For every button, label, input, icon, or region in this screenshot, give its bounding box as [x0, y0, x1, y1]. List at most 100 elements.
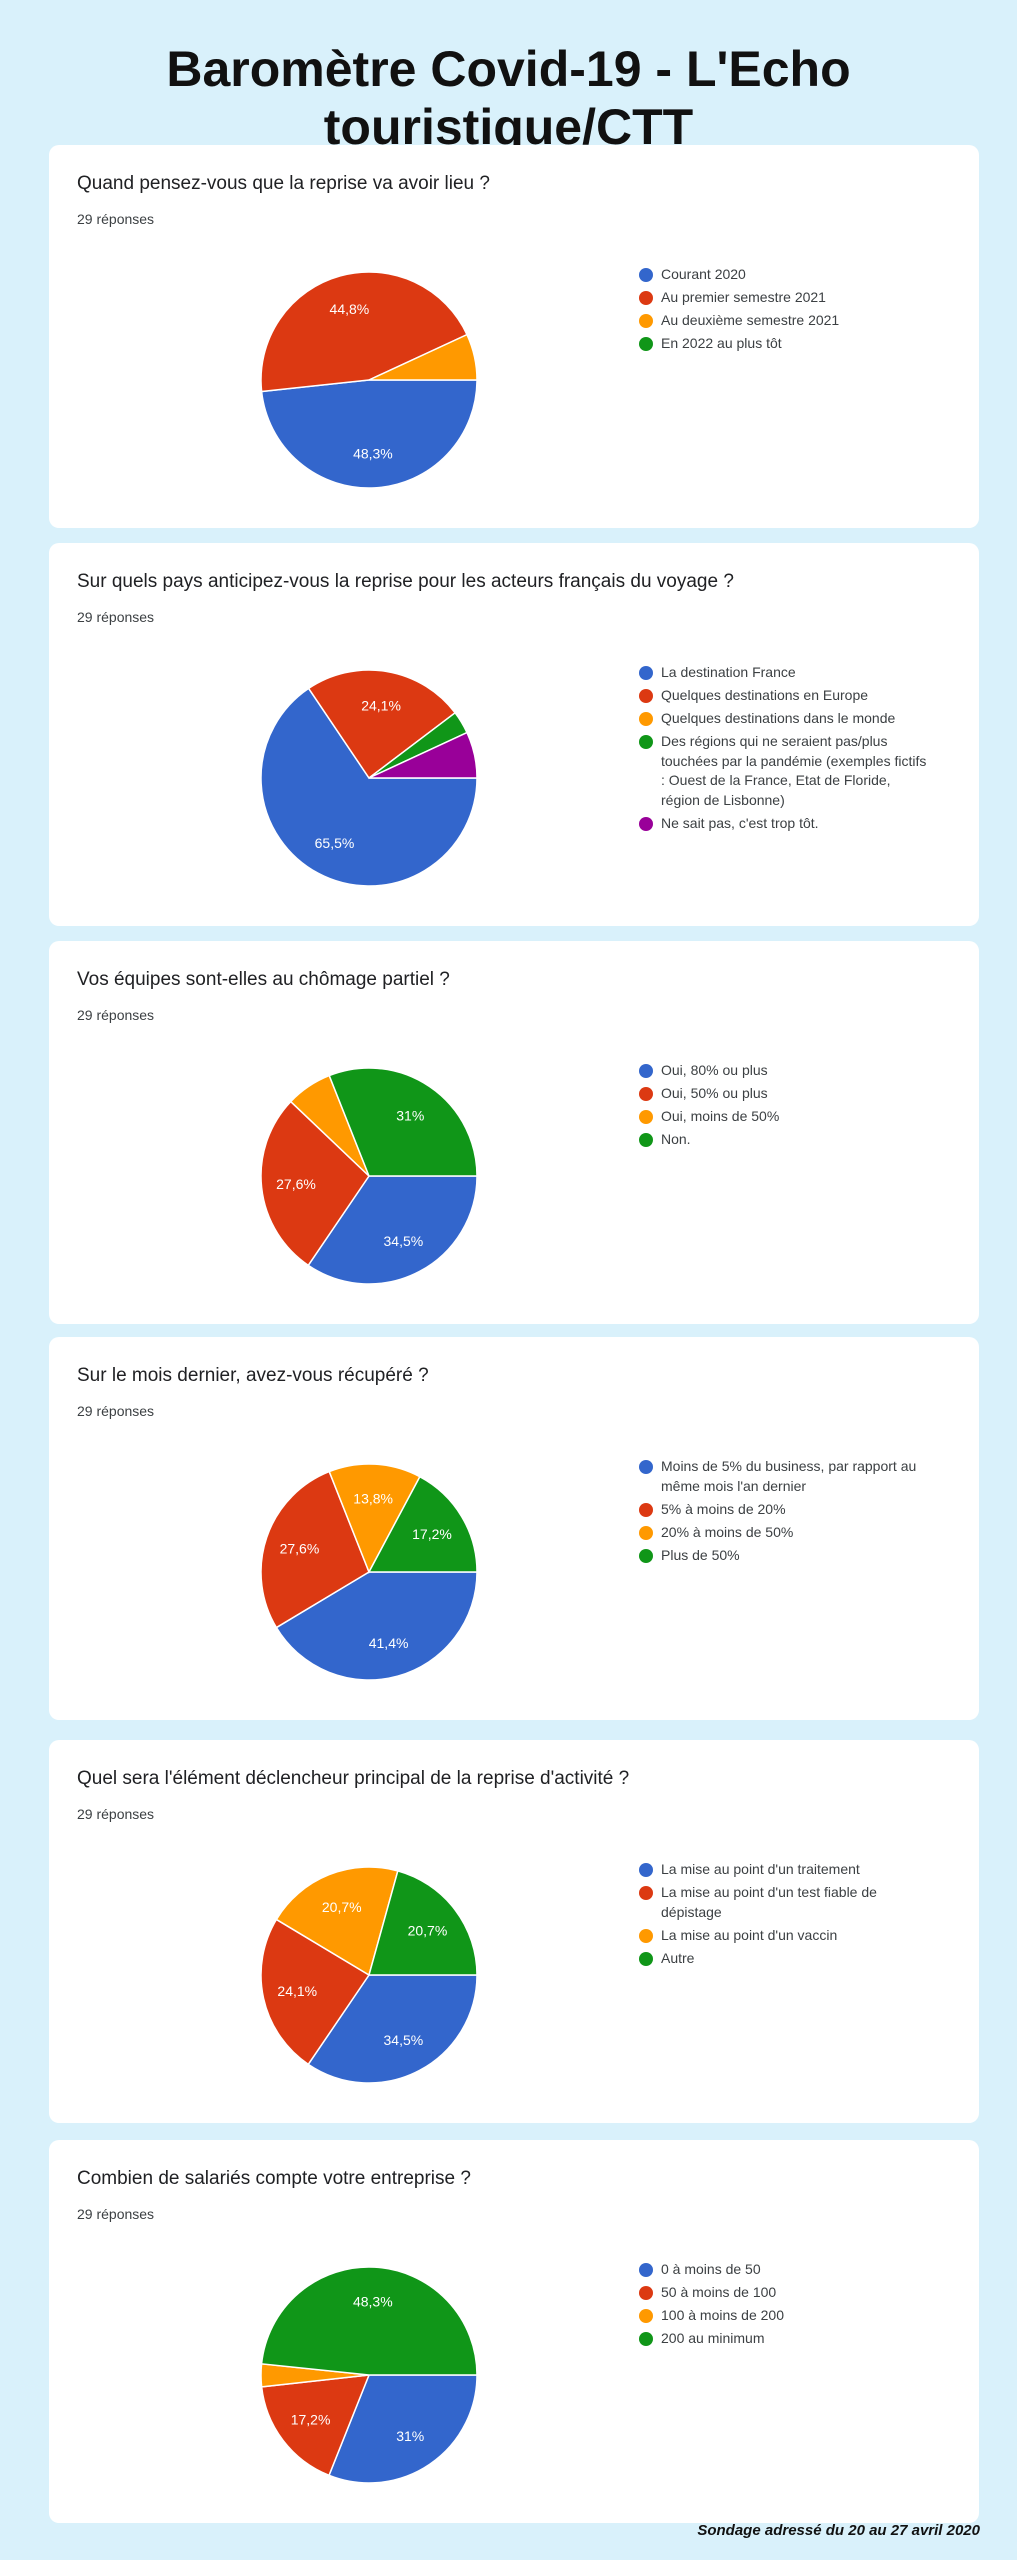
survey-card-chomage-partiel: Vos équipes sont-elles au chômage partie… — [49, 941, 979, 1324]
legend-swatch — [639, 1064, 653, 1078]
pie-slice — [368, 1869, 478, 1976]
legend-label: Ne sait pas, c'est trop tôt. — [661, 814, 819, 831]
legend-swatch — [639, 1928, 653, 1943]
pie-slice — [307, 1974, 478, 2084]
legend-item: Oui, moins de 50% — [639, 1107, 929, 1127]
legend-label: Quelques destinations dans le monde — [661, 710, 896, 726]
response-count: 29 réponses — [77, 211, 155, 227]
legend-item: 5% à moins de 20% — [639, 1500, 929, 1520]
pie-slice — [260, 1100, 370, 1267]
pie-slice — [260, 1918, 371, 2066]
legend: Moins de 5% du business, par rapport au … — [639, 1457, 929, 1569]
legend-label: Quelques destinations en Europe — [661, 687, 869, 703]
legend-swatch — [639, 1502, 653, 1517]
slice-label: 24,1% — [277, 1983, 317, 1999]
legend-label: La mise au point d'un traitement — [661, 1861, 860, 1877]
pie-slice — [307, 669, 457, 780]
legend-item: La mise au point d'un test fiable de dép… — [639, 1883, 929, 1922]
slice-label: 27,6% — [276, 1176, 316, 1192]
legend-label: Moins de 5% du business, par rapport au … — [661, 1458, 917, 1494]
legend-label: 0 à moins de 50 — [661, 2261, 761, 2277]
pie-slice — [260, 2374, 371, 2477]
legend-label: 50 à moins de 100 — [661, 2284, 777, 2300]
question-title: Quand pensez-vous que la reprise va avoi… — [77, 173, 490, 194]
slice-label: 48,3% — [353, 445, 393, 461]
legend-swatch — [639, 1951, 653, 1966]
slice-label: 20,7% — [322, 1899, 362, 1915]
legend-swatch — [639, 816, 653, 831]
legend-label: Courant 2020 — [661, 266, 746, 282]
pie-slice — [275, 1571, 478, 1681]
pie-slice — [328, 2374, 478, 2484]
legend-swatch — [639, 666, 653, 680]
pie-chart: 41,4% 27,6% 13,8% 17,2% — [260, 1463, 478, 1681]
response-count: 29 réponses — [77, 1806, 155, 1822]
legend-swatch — [639, 2309, 653, 2323]
survey-card-reprise-timing: Quand pensez-vous que la reprise va avoi… — [49, 145, 979, 528]
slice-label: 44,8% — [330, 301, 370, 317]
legend-item: Autre — [639, 1949, 929, 1969]
legend-swatch — [639, 1460, 653, 1474]
legend: Courant 2020 Au premier semestre 2021 Au d… — [639, 265, 929, 357]
survey-card-mois-dernier: Sur le mois dernier, avez-vous récupéré … — [49, 1337, 979, 1720]
legend-label: En 2022 au plus tôt — [661, 335, 782, 351]
question-title: Combien de salariés compte votre entrepr… — [77, 2168, 471, 2189]
legend-swatch — [639, 314, 653, 328]
slice-label: 20,7% — [408, 1923, 448, 1939]
pie-slice — [368, 731, 478, 779]
pie-chart: 34,5% 24,1% 20,7% 20,7% — [260, 1866, 478, 2084]
legend-item: Courant 2020 — [639, 265, 929, 285]
legend-swatch — [639, 1548, 653, 1563]
survey-card-declencheur: Quel sera l'élément déclencheur principa… — [49, 1740, 979, 2123]
legend-item: La mise au point d'un vaccin — [639, 1926, 929, 1946]
legend: Oui, 80% ou plus Oui, 50% ou plus Oui, moi… — [639, 1061, 929, 1153]
response-count: 29 réponses — [77, 1403, 155, 1419]
pie-slice — [260, 687, 478, 887]
pie-slice — [260, 379, 478, 489]
legend: La destination France Quelques destinatio… — [639, 663, 929, 837]
legend-swatch — [639, 2263, 653, 2277]
legend-label: La destination France — [661, 664, 796, 680]
pie-slice — [328, 1067, 478, 1177]
legend-label: La mise au point d'un vaccin — [661, 1926, 838, 1943]
pie-slice — [307, 1175, 478, 1285]
legend-swatch — [639, 1087, 653, 1101]
legend-item: Au premier semestre 2021 — [639, 288, 929, 308]
response-count: 29 réponses — [77, 609, 155, 625]
pie-slice — [367, 1475, 478, 1573]
slice-label: 41,4% — [369, 1635, 409, 1651]
page-title: Baromètre Covid-19 - L'Echo touristique/… — [166, 41, 851, 155]
pie-slice — [328, 1463, 421, 1574]
legend-item: 0 à moins de 50 — [639, 2260, 929, 2280]
pie-slice — [275, 1866, 399, 1977]
legend-item: Quelques destinations dans le monde — [639, 709, 929, 729]
legend-label: 5% à moins de 20% — [661, 1500, 786, 1517]
pie-chart: 34,5% 27,6% 31% — [260, 1067, 478, 1285]
legend-swatch — [639, 337, 653, 351]
legend-swatch — [639, 1110, 653, 1124]
legend-item: 20% à moins de 50% — [639, 1523, 929, 1543]
legend-item: En 2022 au plus tôt — [639, 334, 929, 354]
legend-item: La destination France — [639, 663, 929, 683]
slice-label: 17,2% — [291, 2412, 331, 2428]
legend-item: Plus de 50% — [639, 1546, 929, 1566]
legend-swatch — [639, 291, 653, 305]
legend-label: Des régions qui ne seraient pas/plus tou… — [661, 733, 927, 808]
slice-label: 13,8% — [353, 1491, 393, 1507]
slice-label: 24,1% — [361, 698, 401, 714]
legend-swatch — [639, 1525, 653, 1540]
legend-item: Quelques destinations en Europe — [639, 686, 929, 706]
pie-chart: 48,3% 44,8% — [260, 271, 478, 489]
pie-chart: 31% 17,2% 48,3% — [260, 2266, 478, 2484]
legend-label: Au deuxième semestre 2021 — [661, 312, 840, 328]
legend-swatch — [639, 268, 653, 282]
slice-label: 34,5% — [384, 2032, 424, 2048]
question-title: Sur quels pays anticipez-vous la reprise… — [77, 571, 734, 592]
legend-swatch — [639, 1133, 653, 1147]
legend-label: Au premier semestre 2021 — [661, 289, 826, 305]
legend-item: Non. — [639, 1130, 929, 1150]
legend-swatch — [639, 1863, 653, 1877]
slice-label: 34,5% — [384, 1233, 424, 1249]
slice-label: 31% — [396, 1107, 424, 1123]
slice-label: 31% — [396, 2428, 424, 2444]
